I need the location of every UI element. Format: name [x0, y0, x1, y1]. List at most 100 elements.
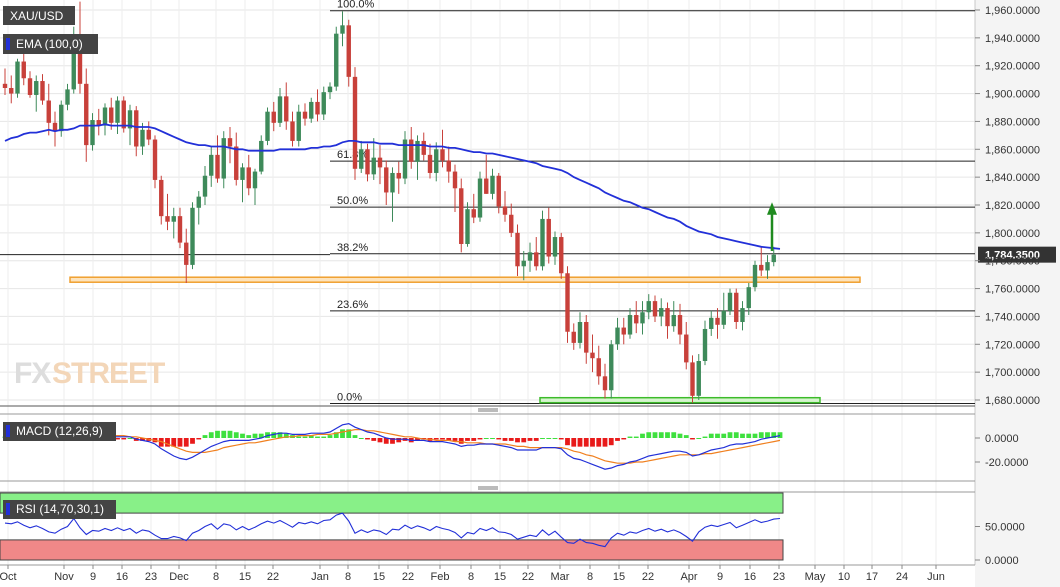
candle-body: [590, 352, 595, 359]
price-tick-label: 1,860.0000: [985, 144, 1040, 156]
macd-panel: 0.0000 -20.0000: [2, 422, 1028, 470]
time-tick-label: 15: [613, 571, 625, 583]
macd-histogram-bar: [552, 438, 558, 439]
macd-histogram-bar: [646, 432, 652, 438]
candle-body: [21, 61, 26, 79]
candle-body: [677, 315, 683, 335]
macd-histogram-bar: [115, 438, 120, 440]
rsi-line: [4, 512, 781, 548]
candle-body: [202, 175, 208, 197]
macd-histogram-bar: [540, 438, 545, 439]
macd-histogram-bar: [258, 433, 264, 438]
macd-histogram-bar: [677, 433, 683, 438]
time-axis: Oct Nov 9 16 23 Dec 8 15 22 Jan 8 15 22 Feb 8 15 22 Mar 8 1…: [0, 565, 945, 583]
macd-histogram-bar: [127, 438, 133, 439]
candle-body: [434, 149, 439, 173]
candle-body: [727, 292, 733, 311]
time-tick-label: 15: [494, 571, 506, 583]
rsi-label[interactable]: RSI (14,70,30,1): [3, 500, 116, 519]
price-tick-label: 1,720.0000: [985, 339, 1040, 351]
macd-histogram-bar: [215, 430, 220, 438]
macd-histogram-bar: [171, 438, 177, 447]
time-tick-label: 23: [773, 571, 785, 583]
candle-body: [377, 157, 383, 168]
candle-body: [359, 149, 364, 169]
candle-body: [46, 100, 51, 123]
candle-body: [715, 317, 720, 325]
candle-body: [384, 167, 389, 193]
price-tick-label: 1,700.0000: [985, 367, 1040, 379]
ema-label[interactable]: EMA (100,0): [3, 34, 98, 54]
candle-body: [240, 167, 245, 180]
candle-body: [121, 100, 126, 129]
candle-body: [259, 140, 264, 172]
candle-body: [571, 331, 576, 343]
axis-panel-bg: [975, 0, 1060, 587]
candle-body: [102, 107, 108, 126]
price-tick-label: 1,760.0000: [985, 284, 1040, 296]
upside-arrow-icon: [767, 202, 777, 251]
fib-label: 23.6%: [337, 299, 368, 311]
time-tick-label: 23: [145, 571, 157, 583]
macd-histogram-bar: [452, 438, 458, 441]
macd-histogram-bar: [465, 438, 470, 441]
fxstreet-logo: FX STREET: [14, 357, 166, 390]
candle-body: [602, 376, 608, 391]
panel-resize-handle[interactable]: [478, 408, 498, 412]
candle-body: [115, 100, 120, 123]
macd-histogram-bar: [165, 438, 170, 447]
candle-body: [127, 110, 133, 129]
time-tick-label: Oct: [0, 571, 17, 583]
macd-histogram-bar: [283, 433, 289, 438]
symbol-label[interactable]: XAU/USD: [3, 6, 75, 25]
candle-body: [159, 179, 164, 217]
price-tick-label: 1,740.0000: [985, 311, 1040, 323]
candle-body: [446, 160, 451, 172]
price-tick-label: 1,680.0000: [985, 395, 1040, 407]
macd-histogram-bar: [590, 438, 595, 447]
candle-body: [2, 83, 8, 88]
macd-histogram-bar: [771, 432, 777, 438]
double-bottom-zone: [539, 396, 821, 404]
macd-histogram-bar: [183, 438, 189, 447]
macd-histogram-bar: [777, 432, 783, 438]
candle-body: [34, 81, 39, 95]
candle-body: [390, 172, 395, 193]
svg-text:EMA (100,0): EMA (100,0): [16, 37, 83, 51]
candle-body: [709, 317, 714, 329]
candle-body: [371, 157, 376, 175]
macd-tick-label: 0.0000: [985, 433, 1019, 445]
candle-body: [190, 207, 195, 265]
candle-body: [402, 139, 408, 179]
price-axis: 1,960.0000 1,940.0000 1,920.0000 1,900.0000…: [975, 5, 1040, 407]
macd-histogram-bar: [415, 438, 420, 441]
macd-histogram-bar: [640, 433, 645, 438]
candle-body: [471, 209, 476, 218]
candle-body: [565, 273, 570, 332]
support-zone: [69, 276, 861, 283]
macd-histogram-bar: [546, 438, 552, 439]
candle-body: [634, 315, 639, 324]
macd-histogram-bar: [490, 438, 495, 439]
macd-histogram-bar: [733, 432, 739, 438]
fib-label: 0.0%: [337, 391, 362, 403]
macd-histogram-bar: [765, 432, 770, 438]
time-tick-label: 9: [90, 571, 96, 583]
macd-histogram-bar: [233, 432, 239, 438]
time-tick-label: 16: [744, 571, 756, 583]
candle-body: [440, 149, 445, 161]
macd-histogram-bar: [140, 438, 145, 441]
macd-histogram-bar: [521, 438, 527, 443]
time-tick-label: Apr: [680, 571, 697, 583]
candle-body: [65, 89, 70, 105]
candle-body: [509, 214, 514, 233]
price-tick-label: 1,840.0000: [985, 172, 1040, 184]
candle-body: [721, 310, 726, 325]
svg-text:MACD (12,26,9): MACD (12,26,9): [16, 424, 103, 438]
panel-resize-handle[interactable]: [478, 486, 498, 490]
candle-body: [746, 287, 751, 309]
candle-body: [215, 154, 220, 179]
macd-histogram-bar: [527, 438, 533, 441]
macd-label[interactable]: MACD (12,26,9): [3, 422, 116, 441]
